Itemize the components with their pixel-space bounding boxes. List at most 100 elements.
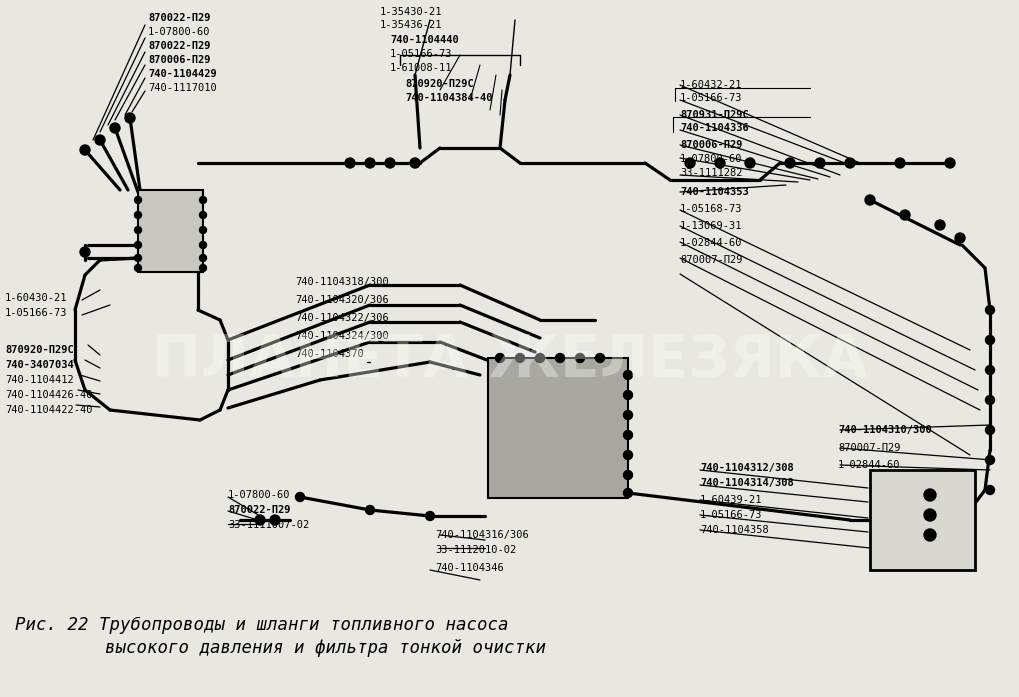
Circle shape — [623, 431, 632, 440]
Text: 740-1104384-40: 740-1104384-40 — [405, 93, 492, 103]
Bar — [869, 470, 974, 570]
Circle shape — [344, 158, 355, 168]
Text: 1-05166-73: 1-05166-73 — [5, 308, 67, 318]
Circle shape — [365, 158, 375, 168]
Text: 740-1104412: 740-1104412 — [5, 375, 73, 385]
Circle shape — [135, 254, 142, 261]
Circle shape — [685, 158, 694, 168]
Circle shape — [270, 515, 280, 525]
Text: 740-1104320/306: 740-1104320/306 — [294, 295, 388, 305]
Text: 870022-П29: 870022-П29 — [148, 13, 210, 23]
Circle shape — [135, 227, 142, 233]
Text: 1-05166-73: 1-05166-73 — [389, 49, 452, 59]
Circle shape — [535, 353, 544, 362]
Circle shape — [425, 512, 434, 521]
Text: Рис. 22 Трубопроводы и шланги топливного насоса: Рис. 22 Трубопроводы и шланги топливного… — [15, 616, 508, 634]
Text: 740-1104353: 740-1104353 — [680, 187, 748, 197]
Text: 740-1117010: 740-1117010 — [148, 83, 217, 93]
Circle shape — [79, 247, 90, 257]
Text: 870007-П29: 870007-П29 — [838, 443, 900, 453]
Text: 33-1111007-02: 33-1111007-02 — [228, 520, 309, 530]
Text: 1-05166-73: 1-05166-73 — [680, 93, 742, 103]
Circle shape — [923, 529, 935, 541]
Circle shape — [135, 211, 142, 218]
Circle shape — [135, 264, 142, 272]
Circle shape — [95, 135, 105, 145]
Text: 1-35436-21: 1-35436-21 — [380, 20, 442, 30]
Text: 1-07800-60: 1-07800-60 — [228, 490, 290, 500]
Text: 1-35430-21: 1-35430-21 — [380, 7, 442, 17]
Text: 740-1104316/306: 740-1104316/306 — [434, 530, 528, 540]
Circle shape — [595, 353, 604, 362]
Circle shape — [899, 210, 909, 220]
Text: 740-1104426-40: 740-1104426-40 — [5, 390, 93, 400]
Circle shape — [555, 353, 564, 362]
Text: 740-1104429: 740-1104429 — [148, 69, 217, 79]
Text: 870022-П29: 870022-П29 — [148, 41, 210, 51]
Text: 740-1104336: 740-1104336 — [680, 123, 748, 133]
Circle shape — [984, 305, 994, 314]
Text: 1-02844-60: 1-02844-60 — [838, 460, 900, 470]
Text: 740-1104358: 740-1104358 — [699, 525, 768, 535]
Circle shape — [923, 489, 935, 501]
Circle shape — [200, 241, 206, 249]
Circle shape — [984, 395, 994, 404]
Text: 740-1104324/300: 740-1104324/300 — [294, 331, 388, 341]
Circle shape — [200, 227, 206, 233]
Circle shape — [714, 158, 725, 168]
Text: 740-1104318/300: 740-1104318/300 — [294, 277, 388, 287]
Text: 740-1104322/306: 740-1104322/306 — [294, 313, 388, 323]
Text: 740-1104314/308: 740-1104314/308 — [699, 478, 793, 488]
Circle shape — [575, 353, 584, 362]
Circle shape — [623, 371, 632, 379]
Circle shape — [934, 220, 944, 230]
Circle shape — [623, 489, 632, 498]
Bar — [138, 190, 203, 272]
Text: 870920-П29С: 870920-П29С — [5, 345, 73, 355]
Circle shape — [623, 450, 632, 459]
Circle shape — [954, 233, 964, 243]
Text: 1-02844-60: 1-02844-60 — [680, 238, 742, 248]
Text: 740-1104440: 740-1104440 — [389, 35, 459, 45]
Circle shape — [110, 123, 120, 133]
Circle shape — [135, 241, 142, 249]
Circle shape — [200, 211, 206, 218]
Circle shape — [744, 158, 754, 168]
Text: 870006-П29: 870006-П29 — [680, 140, 742, 150]
Circle shape — [200, 264, 206, 272]
Text: 1-07800-60: 1-07800-60 — [148, 27, 210, 37]
Text: 740-1104312/308: 740-1104312/308 — [699, 463, 793, 473]
Circle shape — [623, 411, 632, 420]
Circle shape — [944, 158, 954, 168]
Circle shape — [125, 113, 135, 123]
Circle shape — [515, 353, 524, 362]
Text: 740-1104310/300: 740-1104310/300 — [838, 425, 930, 435]
Text: 870920-П29С: 870920-П29С — [405, 79, 473, 89]
Circle shape — [200, 197, 206, 204]
Circle shape — [984, 486, 994, 494]
Circle shape — [365, 505, 374, 514]
Circle shape — [495, 353, 504, 362]
Text: высокого давления и фильтра тонкой очистки: высокого давления и фильтра тонкой очист… — [105, 639, 545, 657]
Circle shape — [623, 470, 632, 480]
Circle shape — [410, 158, 420, 168]
Text: 1-05166-73: 1-05166-73 — [699, 510, 762, 520]
Circle shape — [984, 456, 994, 464]
Text: 33-1111282: 33-1111282 — [680, 168, 742, 178]
Text: 740-1104346: 740-1104346 — [434, 563, 503, 573]
Text: 1-60430-21: 1-60430-21 — [5, 293, 67, 303]
Text: 1-07800-60: 1-07800-60 — [680, 154, 742, 164]
Circle shape — [255, 515, 265, 525]
Circle shape — [923, 509, 935, 521]
Circle shape — [623, 390, 632, 399]
Text: ПЛАНЕТА ЖЕЛЕЗЯКА: ПЛАНЕТА ЖЕЛЕЗЯКА — [152, 332, 867, 388]
Text: 740-1104422-40: 740-1104422-40 — [5, 405, 93, 415]
Text: 1-61008-11: 1-61008-11 — [389, 63, 452, 73]
Circle shape — [384, 158, 394, 168]
Circle shape — [984, 425, 994, 434]
Text: 870006-П29: 870006-П29 — [148, 55, 210, 65]
Circle shape — [844, 158, 854, 168]
Text: 1-13069-31: 1-13069-31 — [680, 221, 742, 231]
Circle shape — [864, 195, 874, 205]
Text: 740-1104370: 740-1104370 — [294, 349, 364, 359]
